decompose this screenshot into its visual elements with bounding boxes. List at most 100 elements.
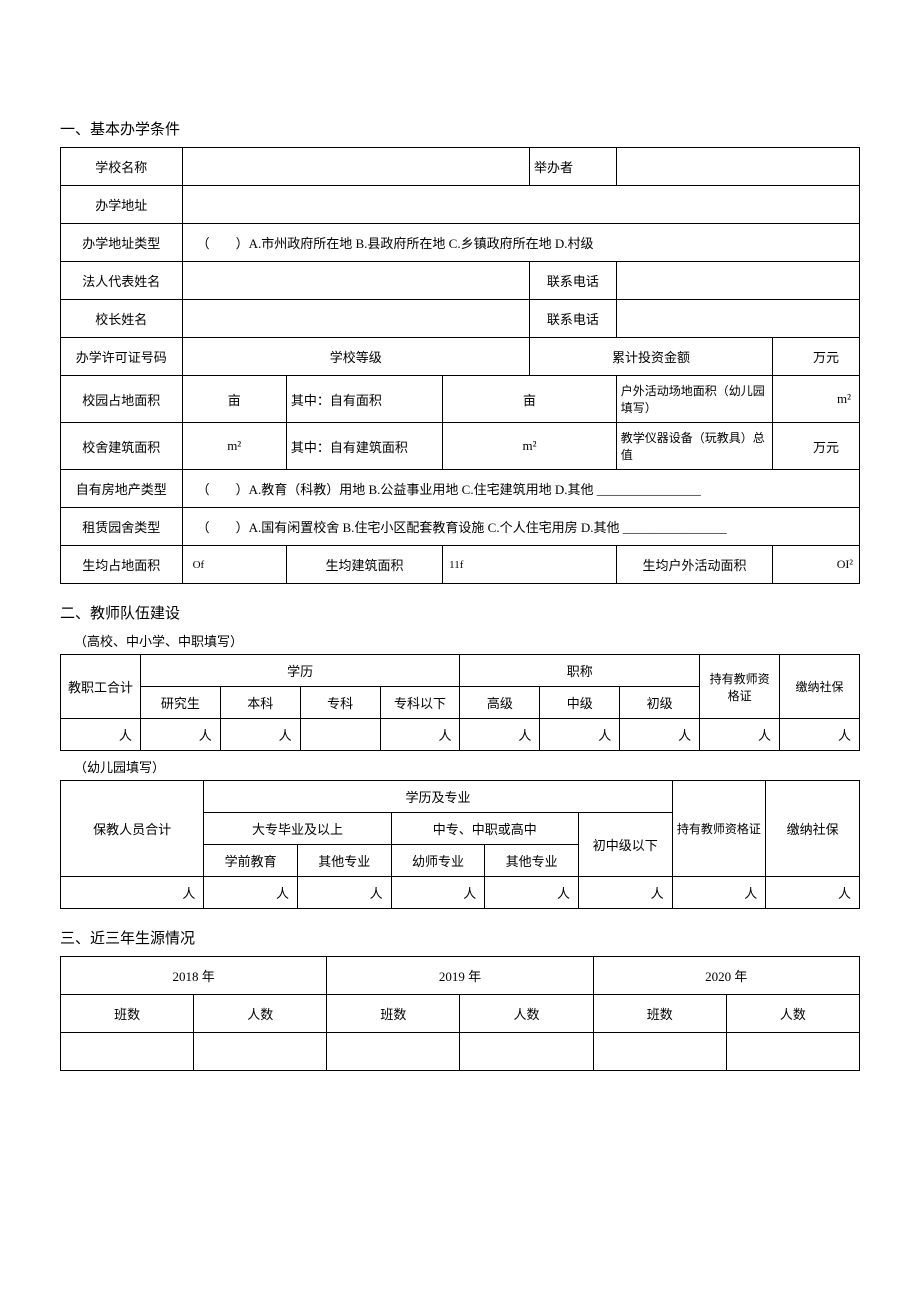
section3-title: 三、近三年生源情况	[60, 927, 860, 948]
table-row: 学校名称 举办者	[61, 148, 860, 186]
table-row	[61, 1033, 860, 1071]
section2-subtitle1: （高校、中小学、中职填写）	[74, 631, 860, 650]
bachelor-value[interactable]: 人	[220, 719, 300, 751]
class-count-value-2[interactable]	[327, 1033, 460, 1071]
outdoor-unit: m²	[773, 376, 860, 423]
kindergarten-major-label: 幼师专业	[391, 845, 485, 877]
bachelor-label: 本科	[220, 687, 300, 719]
student-count-value-2[interactable]	[460, 1033, 593, 1071]
student-count-value-3[interactable]	[726, 1033, 859, 1071]
student-count-value-1[interactable]	[194, 1033, 327, 1071]
below-junior-value[interactable]: 人	[380, 719, 460, 751]
rent-options[interactable]: （ ）A.国有闲置校舍 B.住宅小区配套教育设施 C.个人住宅用房 D.其他 _…	[182, 508, 859, 546]
secondary-label: 中专、中职或高中	[391, 813, 578, 845]
other-major-value2[interactable]: 人	[485, 877, 579, 909]
avg-building-label: 生均建筑面积	[286, 546, 442, 584]
table-row: 自有房地产类型 （ ）A.教育（科教）用地 B.公益事业用地 C.住宅建筑用地 …	[61, 470, 860, 508]
outdoor-label: 户外活动场地面积（幼儿园填写）	[616, 376, 772, 423]
senior-value[interactable]: 人	[460, 719, 540, 751]
student-count-label-1: 人数	[194, 995, 327, 1033]
table-row: 人 人 人 人 人 人 人 人	[61, 877, 860, 909]
primary-value[interactable]: 人	[620, 719, 700, 751]
own-area-label: 其中：自有面积	[286, 376, 442, 423]
year3-label: 2020 年	[593, 957, 859, 995]
table-row: 法人代表姓名 联系电话	[61, 262, 860, 300]
legal-rep-value[interactable]	[182, 262, 529, 300]
senior-label: 高级	[460, 687, 540, 719]
avg-land-label: 生均占地面积	[61, 546, 183, 584]
basic-conditions-table: 学校名称 举办者 办学地址 办学地址类型 （ ）A.市州政府所在地 B.县政府所…	[60, 147, 860, 584]
edu-major-label: 学历及专业	[204, 781, 672, 813]
kindergarten-value[interactable]: 人	[391, 877, 485, 909]
organizer-label: 举办者	[529, 148, 616, 186]
below-jhs-value[interactable]: 人	[578, 877, 672, 909]
cert2-value[interactable]: 人	[672, 877, 766, 909]
class-count-label-2: 班数	[327, 995, 460, 1033]
table-row: 教职工合计 学历 职称 持有教师资格证 缴纳社保	[61, 655, 860, 687]
address-type-options[interactable]: （ ）A.市州政府所在地 B.县政府所在地 C.乡镇政府所在地 D.村级	[182, 224, 859, 262]
below-jhs-label: 初中级以下	[578, 813, 672, 877]
staff-total-value[interactable]: 人	[61, 719, 141, 751]
principal-value[interactable]	[182, 300, 529, 338]
avg-outdoor-value: OI²	[773, 546, 860, 584]
grad-label: 研究生	[140, 687, 220, 719]
address-label: 办学地址	[61, 186, 183, 224]
school-name-value[interactable]	[182, 148, 529, 186]
below-junior-label: 专科以下	[380, 687, 460, 719]
own-property-options[interactable]: （ ）A.教育（科教）用地 B.公益事业用地 C.住宅建筑用地 D.其他 ___…	[182, 470, 859, 508]
principal-phone-value[interactable]	[616, 300, 859, 338]
organizer-value[interactable]	[616, 148, 859, 186]
legal-phone-value[interactable]	[616, 262, 859, 300]
own-building-unit: m²	[443, 423, 617, 470]
other-major-value1[interactable]: 人	[297, 877, 391, 909]
section2-title: 二、教师队伍建设	[60, 602, 860, 623]
rent-label: 租赁园舍类型	[61, 508, 183, 546]
student-count-label-2: 人数	[460, 995, 593, 1033]
building-area-unit: m²	[182, 423, 286, 470]
staff-total-label: 教职工合计	[61, 655, 141, 719]
insurance-value[interactable]: 人	[780, 719, 860, 751]
avg-land-value: Of	[182, 546, 286, 584]
nursery-total-label: 保教人员合计	[61, 781, 204, 877]
total-invest-unit: 万元	[773, 338, 860, 376]
table-row: 班数 人数 班数 人数 班数 人数	[61, 995, 860, 1033]
teacher-table-2: 保教人员合计 学历及专业 持有教师资格证 缴纳社保 大专毕业及以上 中专、中职或…	[60, 780, 860, 909]
cert-value[interactable]: 人	[700, 719, 780, 751]
school-level-label: 学校等级	[182, 338, 529, 376]
table-row: 校长姓名 联系电话	[61, 300, 860, 338]
preschool-value[interactable]: 人	[204, 877, 298, 909]
junior-college-value[interactable]	[300, 719, 380, 751]
insurance2-value[interactable]: 人	[766, 877, 860, 909]
junior-college-label: 专科	[300, 687, 380, 719]
avg-outdoor-label: 生均户外活动面积	[616, 546, 772, 584]
mid-label: 中级	[540, 687, 620, 719]
primary-label: 初级	[620, 687, 700, 719]
other-major-label1: 其他专业	[297, 845, 391, 877]
other-major-label2: 其他专业	[485, 845, 579, 877]
table-row: 办学许可证号码 学校等级 累计投资金额 万元	[61, 338, 860, 376]
address-value[interactable]	[182, 186, 859, 224]
cert-label: 持有教师资格证	[700, 655, 780, 719]
edu-label: 学历	[140, 655, 460, 687]
land-area-label: 校园占地面积	[61, 376, 183, 423]
principal-label: 校长姓名	[61, 300, 183, 338]
mid-value[interactable]: 人	[540, 719, 620, 751]
insurance2-label: 缴纳社保	[766, 781, 860, 877]
principal-phone-label: 联系电话	[529, 300, 616, 338]
equipment-unit: 万元	[773, 423, 860, 470]
student-count-label-3: 人数	[726, 995, 859, 1033]
own-building-label: 其中：自有建筑面积	[286, 423, 442, 470]
school-name-label: 学校名称	[61, 148, 183, 186]
table-row: 办学地址类型 （ ）A.市州政府所在地 B.县政府所在地 C.乡镇政府所在地 D…	[61, 224, 860, 262]
table-row: 人 人 人 人 人 人 人 人 人	[61, 719, 860, 751]
class-count-value-3[interactable]	[593, 1033, 726, 1071]
section1-title: 一、基本办学条件	[60, 118, 860, 139]
legal-rep-label: 法人代表姓名	[61, 262, 183, 300]
teacher-table-1: 教职工合计 学历 职称 持有教师资格证 缴纳社保 研究生 本科 专科 专科以下 …	[60, 654, 860, 751]
grad-value[interactable]: 人	[140, 719, 220, 751]
nursery-total-value[interactable]: 人	[61, 877, 204, 909]
class-count-value-1[interactable]	[61, 1033, 194, 1071]
address-type-label: 办学地址类型	[61, 224, 183, 262]
table-row: 2018 年 2019 年 2020 年	[61, 957, 860, 995]
equipment-label: 教学仪器设备（玩教具）总值	[616, 423, 772, 470]
